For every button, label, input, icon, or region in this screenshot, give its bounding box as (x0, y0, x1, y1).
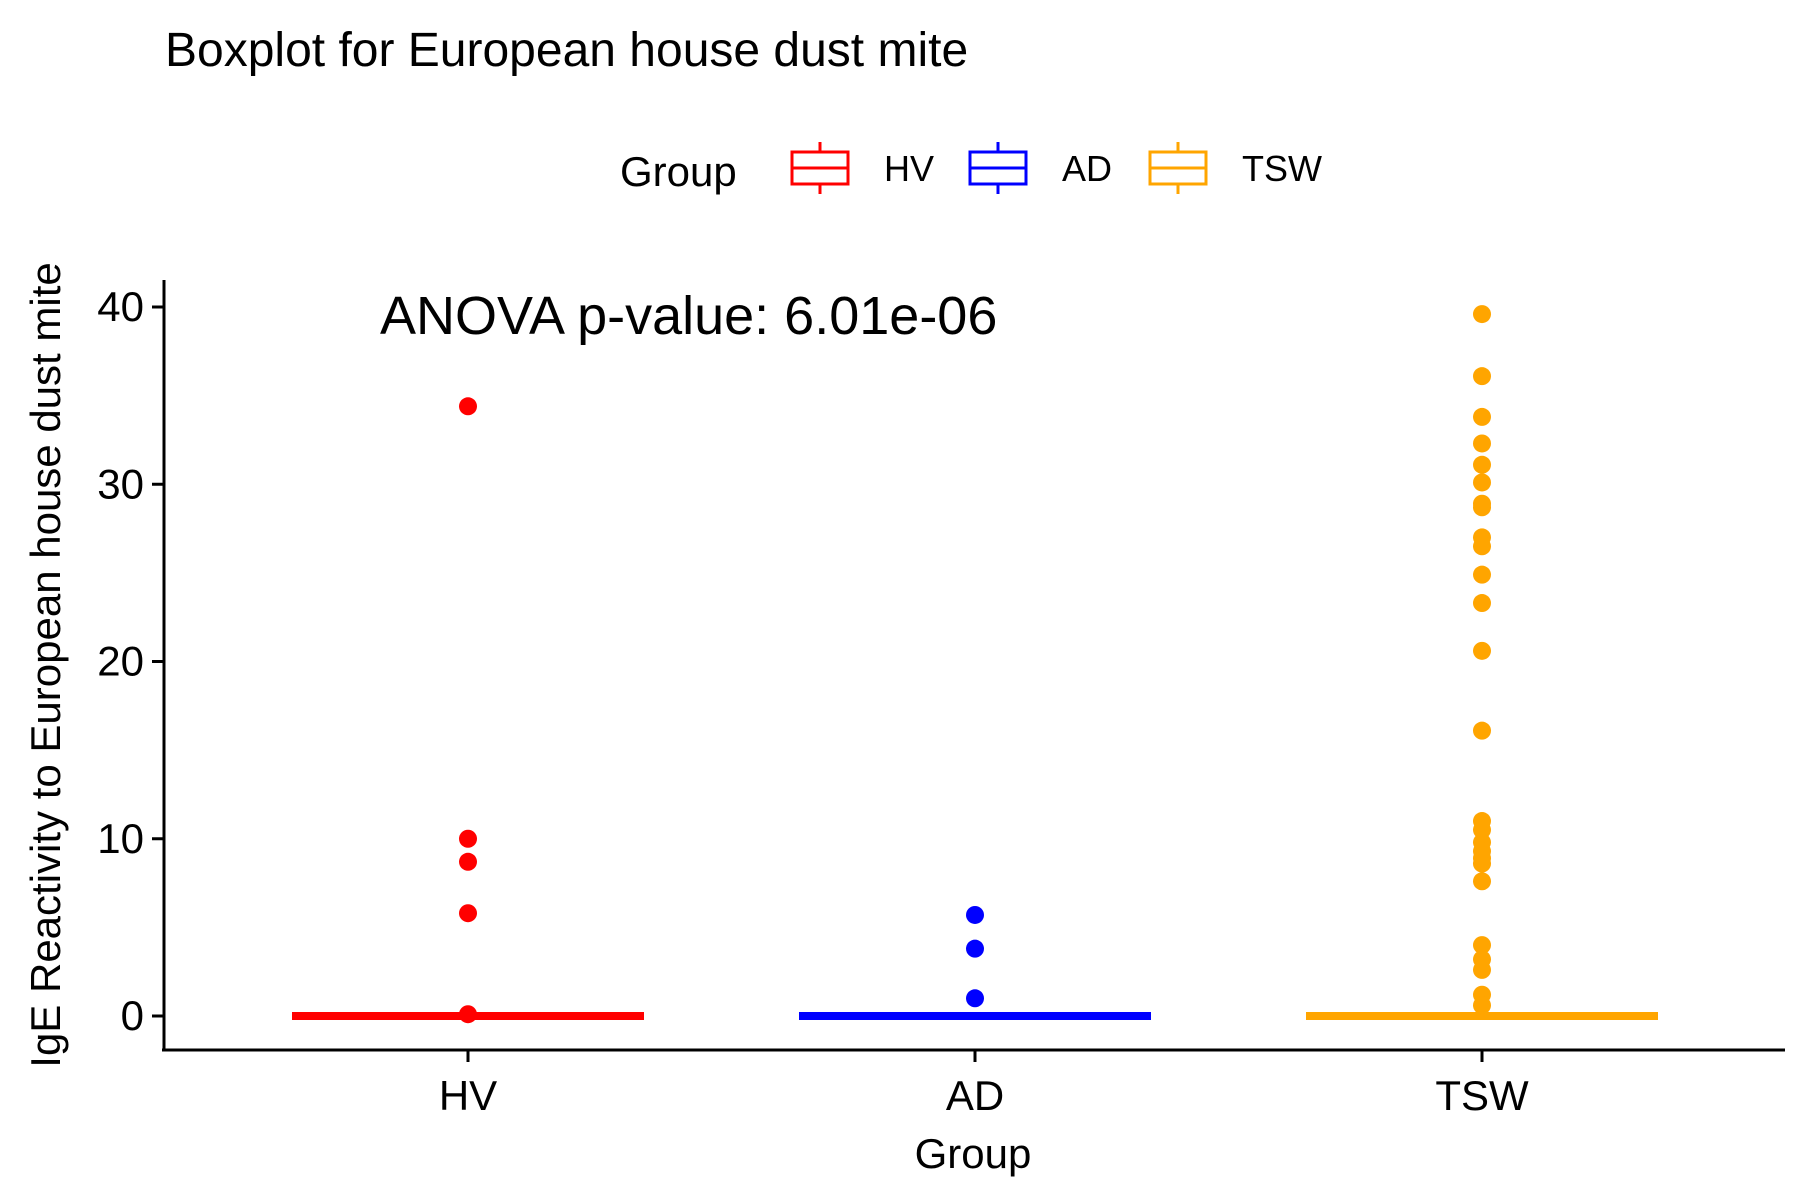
series-tsw (1306, 305, 1658, 1020)
y-tick-label: 30 (97, 460, 144, 507)
legend-key (1148, 142, 1208, 194)
outlier-point (459, 852, 477, 871)
outlier-point (1473, 960, 1491, 979)
series-ad (799, 905, 1151, 1020)
y-ticks: 0 10 20 30 40 (97, 283, 164, 1039)
legend-label: AD (1062, 148, 1112, 189)
outlier-point (1473, 721, 1491, 740)
outlier-point (1473, 996, 1491, 1015)
legend: Group HV AD TSW (620, 142, 1322, 195)
outlier-point (966, 989, 984, 1008)
legend-label: HV (884, 148, 934, 189)
outlier-point (1473, 455, 1491, 474)
x-tick-label: TSW (1435, 1072, 1529, 1119)
anova-annotation: ANOVA p-value: 6.01e-06 (380, 286, 997, 346)
legend-key (968, 142, 1028, 194)
outlier-point (1473, 872, 1491, 891)
plot-area (292, 305, 1658, 1024)
y-tick-label: 40 (97, 283, 144, 330)
chart-title: Boxplot for European house dust mite (165, 24, 968, 77)
outlier-point (1473, 367, 1491, 386)
outlier-point (1473, 936, 1491, 955)
x-axis-title: Group (915, 1130, 1032, 1177)
outlier-point (1473, 854, 1491, 873)
outlier-point (1473, 305, 1491, 324)
outlier-point (459, 904, 477, 923)
y-axis: 0 10 20 30 40 (97, 280, 166, 1050)
outlier-point (1473, 473, 1491, 492)
legend-label: TSW (1242, 148, 1322, 189)
legend-entries: HV AD TSW (790, 142, 1322, 194)
legend-key (790, 142, 850, 194)
series-hv (292, 397, 644, 1024)
legend-entry-ad: AD (968, 142, 1112, 194)
outlier-point (966, 905, 984, 924)
x-axis: HV AD TSW (162, 1048, 1785, 1119)
legend-title: Group (620, 148, 737, 195)
outlier-point (1473, 641, 1491, 660)
outlier-point (459, 829, 477, 848)
outlier-point (1473, 434, 1491, 453)
y-tick-label: 20 (97, 638, 144, 685)
y-tick-label: 10 (97, 815, 144, 862)
outlier-point (459, 397, 477, 416)
outlier-point (966, 939, 984, 958)
outlier-point (1473, 407, 1491, 426)
outlier-point (1473, 498, 1491, 517)
outlier-point (1473, 565, 1491, 584)
x-ticks: HV AD TSW (439, 1050, 1529, 1119)
x-tick-label: AD (946, 1072, 1004, 1119)
outlier-point (459, 1005, 477, 1024)
x-tick-label: HV (439, 1072, 497, 1119)
outlier-point (1473, 820, 1491, 839)
legend-entry-tsw: TSW (1148, 142, 1322, 194)
legend-entry-hv: HV (790, 142, 934, 194)
outlier-point (1473, 594, 1491, 613)
y-axis-title: IgE Reactivity to European house dust mi… (22, 262, 69, 1067)
outlier-point (1473, 537, 1491, 556)
y-tick-label: 0 (121, 992, 144, 1039)
